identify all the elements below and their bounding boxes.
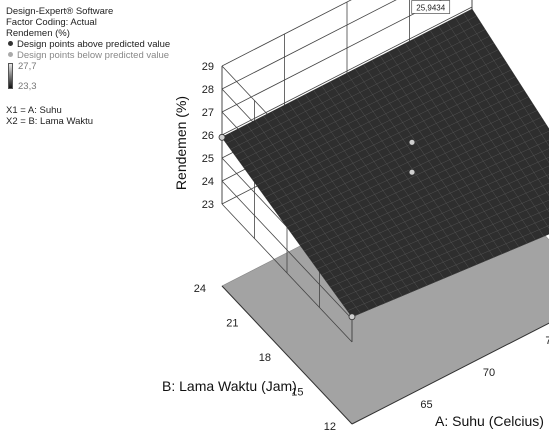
color-scale-min: 23,3 <box>18 81 37 92</box>
z-tick-label-25: 25 <box>202 153 214 165</box>
surface-mesh-b-27 <box>234 29 486 156</box>
legend: Design-Expert® Software Factor Coding: A… <box>6 6 170 127</box>
x-axis-title: A: Suhu (Celcius) <box>435 413 544 429</box>
surface-mesh-a-29 <box>463 13 549 147</box>
surface-mesh-b-25 <box>243 42 494 168</box>
y-axis-line <box>221 285 353 425</box>
x-tick-label-70: 70 <box>483 367 495 379</box>
factor-x2: X2 = B: Lama Waktu <box>6 116 94 127</box>
surface-mesh-b-29 <box>226 15 477 144</box>
surface-mesh-b-30 <box>221 9 473 138</box>
z-tick-label-24: 24 <box>202 176 214 188</box>
surface-mesh-b-26 <box>239 36 490 162</box>
z-tick-label-23: 23 <box>202 199 214 211</box>
response-label: Rendemen (%) <box>6 28 70 39</box>
point-above-icon <box>8 41 13 47</box>
color-scale-max: 27,7 <box>18 61 37 72</box>
surface-mesh-a-27 <box>446 21 549 180</box>
design-point-3 <box>408 138 416 146</box>
color-scale: 27,7 23,3 <box>6 61 170 92</box>
point-below-icon <box>8 52 13 58</box>
legend-below: Design points below predicted value <box>6 50 170 61</box>
legend-above-text: Design points above predicted value <box>17 39 171 50</box>
y-axis-title: B: Lama Waktu (Jam) <box>162 378 297 394</box>
surface-layer <box>218 8 549 321</box>
legend-above: Design points above predicted value <box>6 39 170 50</box>
z-axis-title: Rendemen (%) <box>173 96 189 190</box>
x-tick-label-65: 65 <box>420 399 432 411</box>
z-tick-label-26: 26 <box>202 130 214 142</box>
y-tick-label-24: 24 <box>194 283 206 295</box>
surface-mesh-b-28 <box>230 22 481 150</box>
design-point-2 <box>218 133 226 141</box>
y-tick-label-15: 15 <box>291 387 303 399</box>
color-scale-bar <box>8 63 13 89</box>
surface-mesh-a-28 <box>455 17 549 163</box>
factor-coding-label: Factor Coding: Actual <box>6 17 97 28</box>
y-tick-label-21: 21 <box>226 318 238 330</box>
y-tick-label-12: 12 <box>324 421 336 432</box>
surface-mesh-a-26 <box>438 26 549 196</box>
x-axis-line <box>351 322 549 425</box>
y-tick-label-18: 18 <box>259 352 271 364</box>
design-point-4 <box>408 168 416 176</box>
legend-below-text: Design points below predicted value <box>17 50 170 61</box>
surface-mesh-a-30 <box>471 9 549 130</box>
factor-x1: X1 = A: Suhu <box>6 105 62 116</box>
z-tick-label-27: 27 <box>202 107 214 119</box>
z-tick-label-28: 28 <box>202 84 214 96</box>
annotation-value: 25,9434 <box>416 4 445 13</box>
factor-list: X1 = A: Suhu X2 = B: Lama Waktu <box>6 105 170 127</box>
software-label: Design-Expert® Software <box>6 6 114 17</box>
annotation-box <box>411 0 451 14</box>
z-tick-label-29: 29 <box>202 61 214 73</box>
design-point-0 <box>348 313 356 321</box>
x-tick-label-75: 75 <box>545 335 549 347</box>
